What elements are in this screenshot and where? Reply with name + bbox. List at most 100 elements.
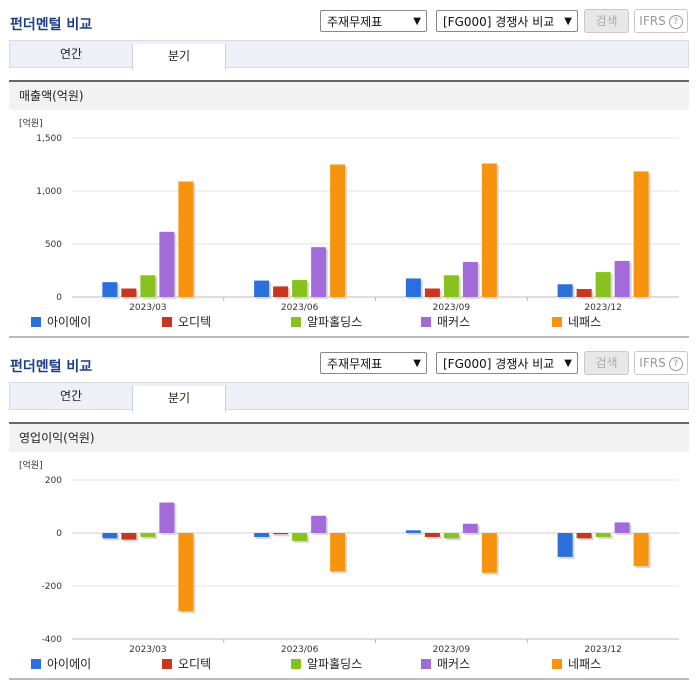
y-tick-label: 500 (45, 240, 62, 250)
legend-label: 알파홀딩스 (307, 315, 363, 329)
bar (159, 231, 175, 297)
help-icon: ? (668, 14, 683, 29)
bar (443, 275, 459, 297)
legend-item[interactable]: 아이에이 (31, 312, 91, 332)
legend-swatch (552, 316, 562, 327)
divider (9, 678, 689, 680)
statement-select-value: 주재무제표 (327, 357, 383, 371)
x-tick-label: 2023/12 (584, 303, 621, 312)
legend-swatch (31, 316, 41, 327)
chevron-down-icon: ▼ (413, 16, 421, 27)
legend-item[interactable]: 네패스 (552, 312, 601, 332)
bar (633, 533, 649, 567)
bar (178, 533, 194, 612)
y-tick-label: 200 (45, 476, 62, 486)
statement-select[interactable]: 주재무제표 ▼ (320, 352, 427, 374)
tab-annual[interactable]: 연간 (59, 47, 83, 61)
tab-quarterly[interactable]: 분기 (132, 44, 226, 70)
bar (102, 282, 118, 297)
bar (614, 522, 630, 533)
legend-item[interactable]: 오디텍 (162, 654, 211, 674)
legend-label: 네패스 (568, 657, 602, 671)
y-tick-label: -400 (42, 635, 63, 645)
legend-swatch (421, 316, 431, 327)
bar (614, 260, 630, 297)
x-tick-label: 2023/12 (584, 645, 621, 654)
chart-legend: 아이에이 오디텍 알파홀딩스 매커스 네패스 (9, 312, 689, 332)
y-axis-unit-label: [억원] (19, 459, 43, 471)
bar-shadow (275, 535, 291, 537)
legend-item[interactable]: 알파홀딩스 (291, 654, 362, 674)
x-tick-label: 2023/03 (129, 645, 166, 654)
period-tabs: 연간 분기 (9, 382, 689, 412)
y-tick-label: 0 (56, 293, 62, 303)
ifrs-help-button[interactable]: IFRS? (634, 351, 688, 375)
bar (481, 163, 497, 297)
search-button[interactable]: 검색 (584, 9, 629, 33)
bar (462, 523, 478, 533)
y-tick-label: 1,000 (36, 187, 62, 197)
legend-label: 아이에이 (47, 315, 92, 329)
x-tick-label: 2023/09 (433, 645, 471, 654)
chart-legend: 아이에이 오디텍 알파홀딩스 매커스 네패스 (9, 654, 689, 674)
section-title: 매출액(억원) (9, 80, 689, 110)
legend-item[interactable]: 알파홀딩스 (291, 312, 362, 332)
chevron-down-icon: ▼ (564, 16, 572, 27)
bar (462, 262, 478, 297)
legend-item[interactable]: 오디텍 (162, 312, 211, 332)
bar (405, 278, 421, 297)
search-button[interactable]: 검색 (584, 351, 629, 375)
bar (311, 515, 327, 533)
bar (576, 289, 592, 297)
legend-swatch (31, 658, 41, 669)
bar (292, 533, 308, 541)
panel-title: 펀더멘털 비교 (10, 359, 93, 375)
bar (121, 533, 137, 540)
bar (481, 533, 497, 573)
bar (273, 533, 289, 535)
peer-select-value: [FG000] 경쟁사 비교 (443, 357, 555, 371)
bar (424, 288, 440, 297)
bar (102, 533, 118, 539)
legend-label: 매커스 (437, 315, 471, 329)
fundamental-panel-operating-profit: 펀더멘털 비교 주재무제표 ▼ [FG000] 경쟁사 비교 ▼ 검색 IFRS? … (0, 342, 696, 684)
bar (595, 533, 611, 537)
bar (443, 533, 459, 539)
legend-label: 알파홀딩스 (307, 657, 363, 671)
y-tick-label: -200 (42, 582, 63, 592)
tab-quarterly[interactable]: 분기 (132, 386, 226, 412)
bar (140, 533, 156, 537)
revenue-bar-chart: [억원] 0 500 1,000 1,500 2023/03 2023/06 2023/09 2… (19, 117, 679, 312)
legend-swatch (291, 658, 301, 669)
fundamental-panel-revenue: 펀더멘털 비교 주재무제표 ▼ [FG000] 경쟁사 비교 ▼ 검색 IFRS? … (9, 9, 689, 338)
x-tick-label: 2023/06 (281, 303, 319, 312)
legend-label: 네패스 (568, 315, 602, 329)
bar-shadow (256, 535, 272, 539)
divider (9, 336, 689, 338)
legend-item[interactable]: 네패스 (552, 654, 601, 674)
legend-label: 오디텍 (178, 315, 212, 329)
bar (330, 533, 346, 572)
y-tick-label: 1,500 (36, 134, 62, 144)
operating-profit-bar-chart: [억원] -400 -200 0 200 2023/03 2023/06 2023/09 202… (19, 459, 679, 654)
bar (330, 164, 346, 297)
bar-shadow (597, 535, 613, 539)
bar (273, 286, 289, 297)
bar (557, 284, 573, 297)
legend-item[interactable]: 매커스 (421, 312, 470, 332)
legend-swatch (162, 658, 172, 669)
period-tabs: 연간 분기 (9, 40, 689, 70)
help-icon: ? (668, 356, 683, 371)
ifrs-help-button[interactable]: IFRS? (634, 9, 688, 33)
peer-select[interactable]: [FG000] 경쟁사 비교 ▼ (436, 10, 578, 32)
x-tick-label: 2023/03 (129, 303, 166, 312)
statement-select[interactable]: 주재무제표 ▼ (320, 10, 427, 32)
peer-select[interactable]: [FG000] 경쟁사 비교 ▼ (436, 352, 578, 374)
legend-item[interactable]: 매커스 (421, 654, 470, 674)
bar (595, 272, 611, 297)
ifrs-label: IFRS (639, 356, 666, 370)
x-tick-label: 2023/06 (281, 645, 319, 654)
bar (159, 502, 175, 533)
legend-item[interactable]: 아이에이 (31, 654, 91, 674)
tab-annual[interactable]: 연간 (59, 389, 83, 403)
